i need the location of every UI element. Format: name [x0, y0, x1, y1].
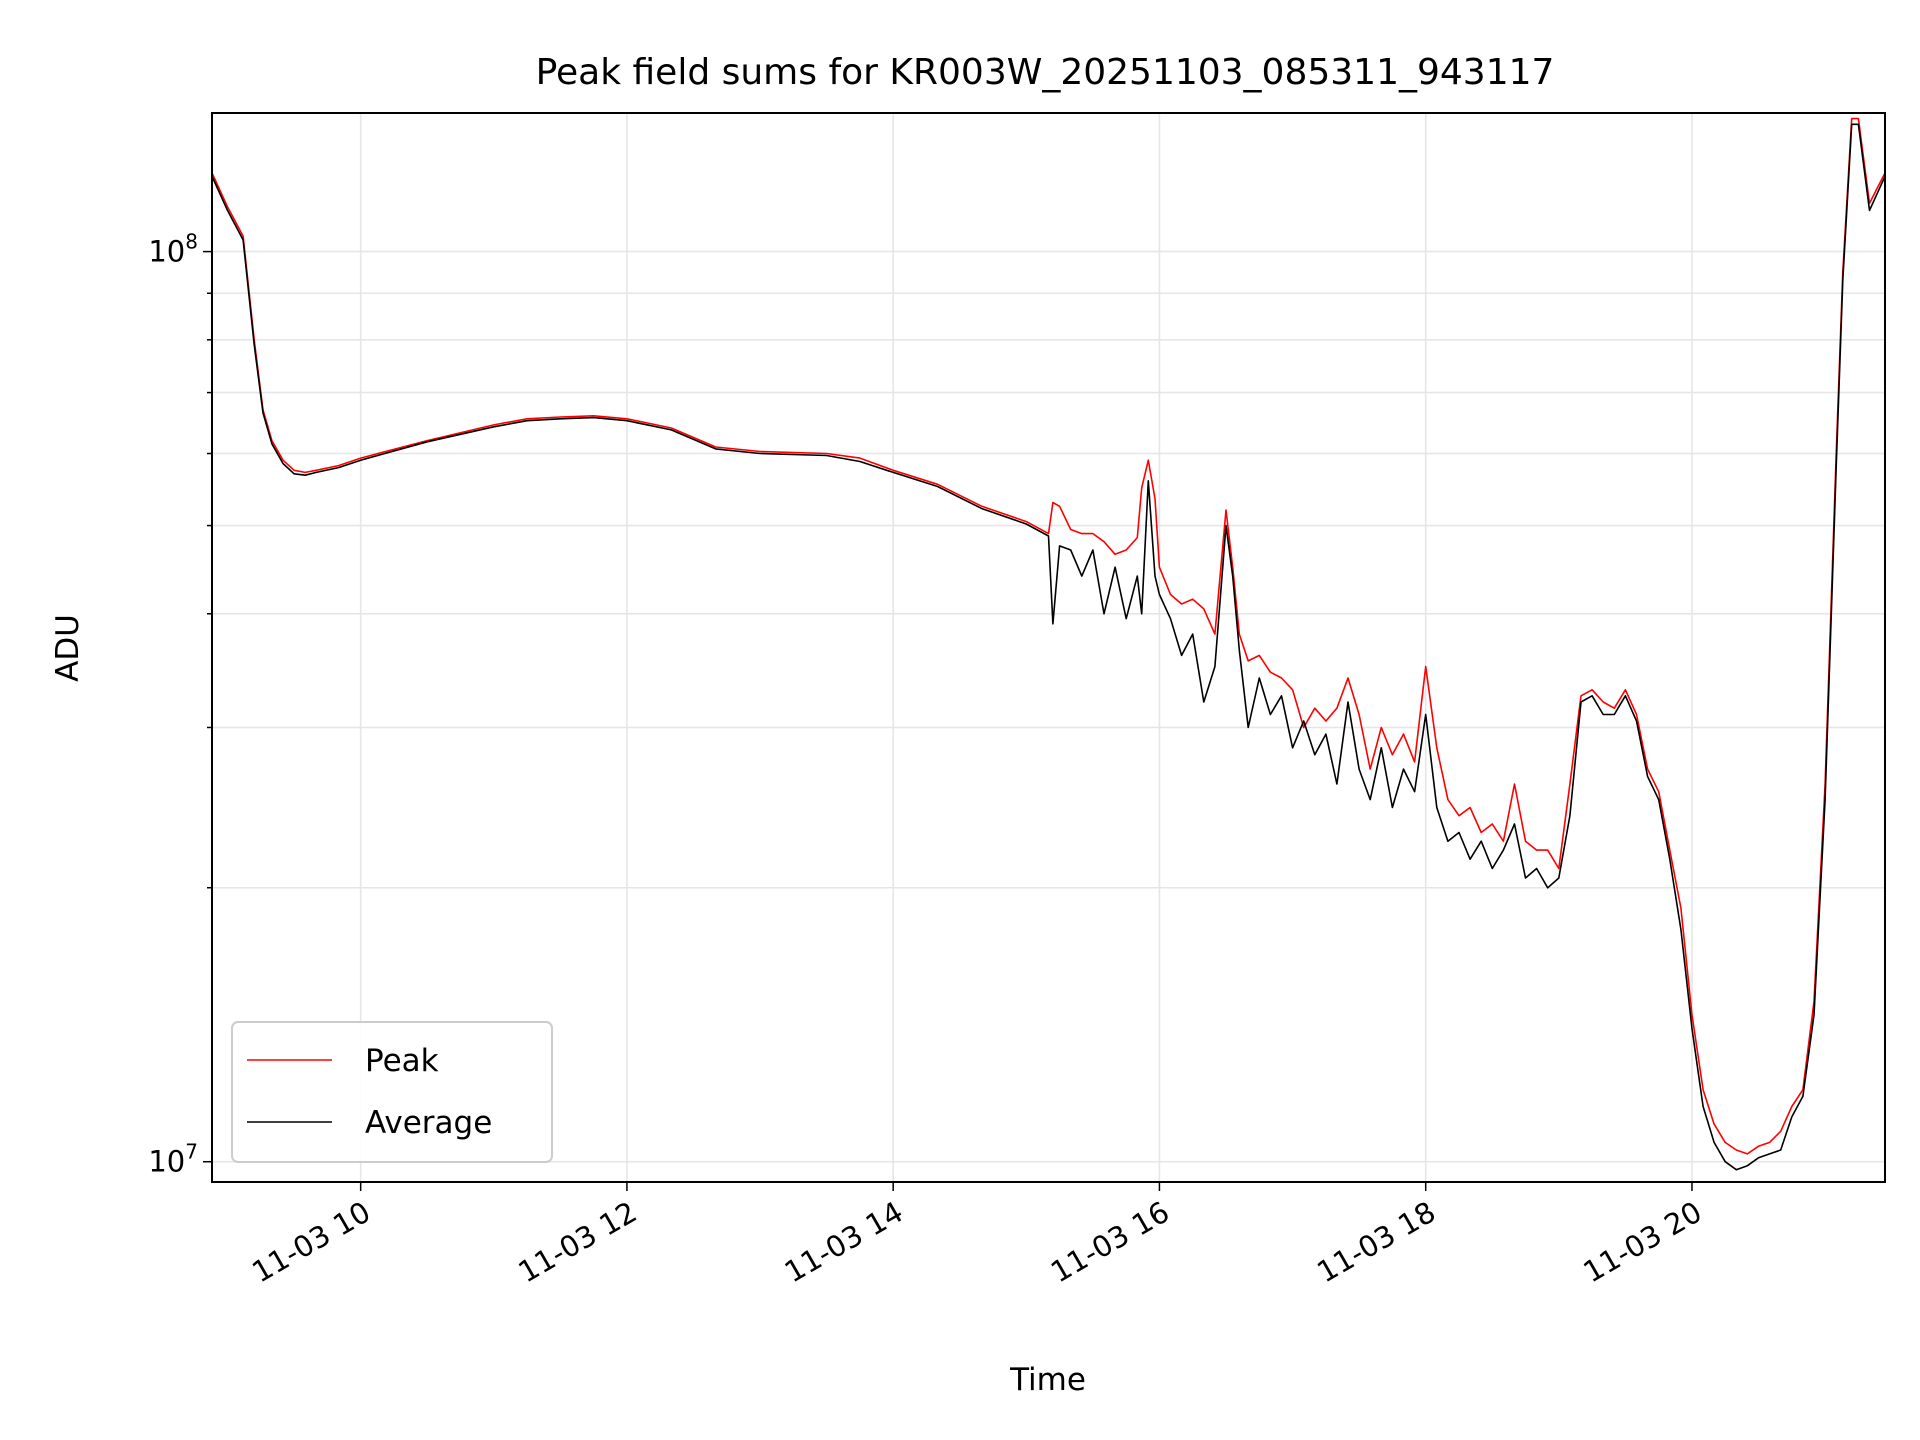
x-tick-label: 11-03 20 — [1578, 1195, 1708, 1290]
chart-title: Peak field sums for KR003W_20251103_0853… — [536, 52, 1555, 93]
x-tick-label: 11-03 10 — [246, 1195, 376, 1290]
legend-label-peak: Peak — [365, 1043, 439, 1079]
legend-box — [231, 1021, 553, 1163]
x-axis: 11-03 10 11-03 12 11-03 14 11-03 16 11-03 18… — [246, 1182, 1707, 1289]
series-line-average — [212, 123, 1885, 1171]
series-layer — [212, 117, 1885, 1171]
plot-frame — [211, 112, 1886, 1183]
x-tick-label: 11-03 14 — [779, 1195, 909, 1290]
x-tick-label: 11-03 18 — [1311, 1195, 1441, 1290]
x-tick-label: 11-03 16 — [1045, 1195, 1175, 1290]
x-tick-label: 11-03 12 — [513, 1195, 643, 1290]
y-axis: 107 108 — [148, 230, 212, 1179]
grid-lines — [212, 113, 1885, 1182]
y-tick-label: 108 — [148, 230, 198, 269]
legend: Peak Average — [231, 1021, 553, 1163]
legend-label-average: Average — [365, 1105, 492, 1141]
series-line-peak — [212, 117, 1885, 1155]
x-axis-label: Time — [1009, 1362, 1086, 1398]
y-axis-label: ADU — [50, 614, 86, 682]
y-tick-label: 107 — [148, 1140, 198, 1179]
